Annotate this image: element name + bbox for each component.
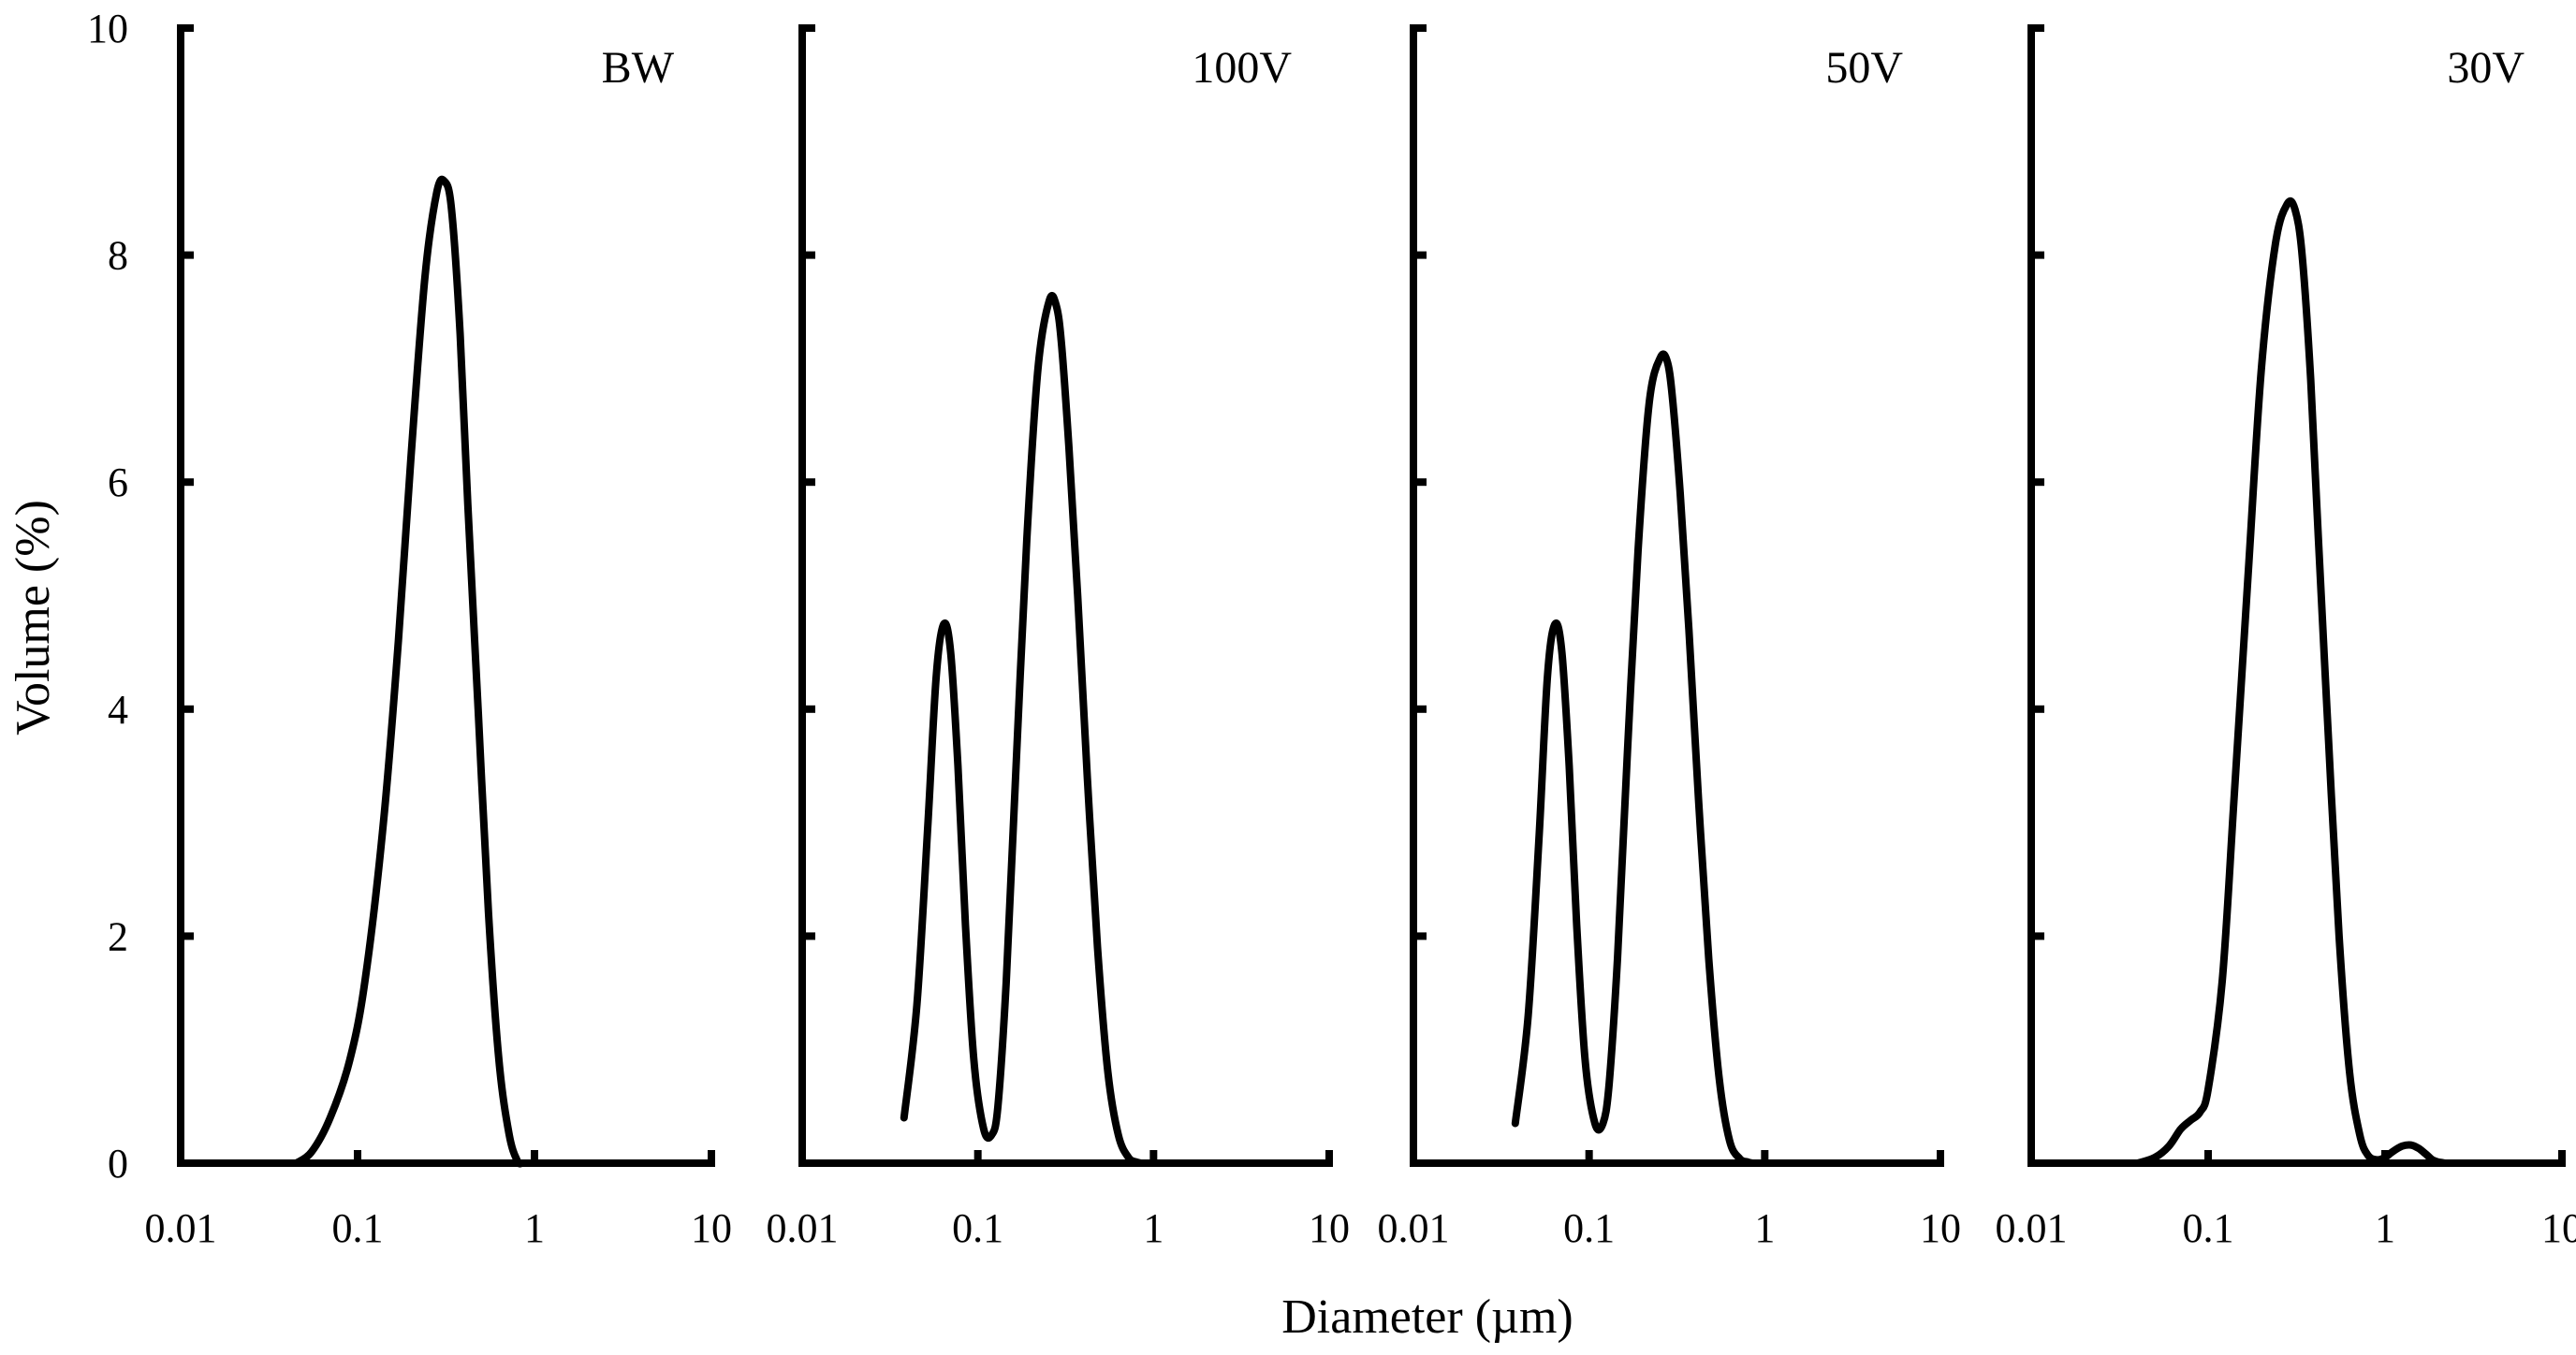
x-tick-label: 0.1 xyxy=(1563,1205,1615,1251)
y-axis-title: Volume (%) xyxy=(7,500,60,736)
panel-100v: 0.01 0.1 1 10 100V xyxy=(767,24,1350,1251)
x-ticks: 0.01 0.1 1 10 xyxy=(1996,1150,2576,1251)
series-line xyxy=(292,175,526,1168)
x-tick-label: 0.01 xyxy=(145,1205,217,1251)
x-tick-label: 0.1 xyxy=(2183,1205,2234,1251)
panel-50v: 0.01 0.1 1 10 50V xyxy=(1378,24,1961,1251)
x-tick-label: 0.01 xyxy=(1996,1205,2068,1251)
y-tick-label: 4 xyxy=(108,687,128,733)
x-tick-label: 1 xyxy=(1754,1205,1775,1251)
y-tick-label: 0 xyxy=(108,1141,128,1187)
panel-title: 30V xyxy=(2447,43,2525,93)
x-tick-label: 0.01 xyxy=(767,1205,839,1251)
series-line xyxy=(900,292,1146,1167)
x-tick-label: 10 xyxy=(1309,1205,1350,1251)
x-tick-label: 0.1 xyxy=(952,1205,1003,1251)
x-tick-label: 1 xyxy=(524,1205,545,1251)
y-tick-label: 6 xyxy=(108,459,128,505)
x-axis-title: Diameter (µm) xyxy=(1281,1290,1573,1344)
y-tick-label: 10 xyxy=(87,6,128,51)
x-tick-label: 10 xyxy=(2541,1205,2576,1251)
x-tick-label: 1 xyxy=(1143,1205,1164,1251)
y-tick-label: 8 xyxy=(108,233,128,279)
panel-bw: 0 2 4 6 8 10 0.01 0.1 1 10 BW xyxy=(87,6,732,1251)
y-tick-label: 2 xyxy=(108,913,128,959)
x-tick-label: 1 xyxy=(2375,1205,2395,1251)
series-line xyxy=(1511,350,1757,1167)
series-line xyxy=(2133,197,2450,1167)
x-tick-label: 10 xyxy=(691,1205,732,1251)
panel-title: BW xyxy=(602,43,675,93)
panel-30v: 0.01 0.1 1 10 30V xyxy=(1996,24,2576,1251)
panel-title: 100V xyxy=(1192,43,1292,93)
panel-title: 50V xyxy=(1825,43,1903,93)
x-ticks: 0.01 0.1 1 10 xyxy=(1378,1150,1961,1251)
x-tick-label: 10 xyxy=(1920,1205,1961,1251)
x-tick-label: 0.01 xyxy=(1378,1205,1450,1251)
x-tick-label: 0.1 xyxy=(332,1205,384,1251)
